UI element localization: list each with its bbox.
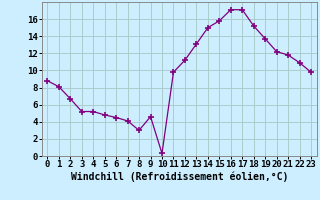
X-axis label: Windchill (Refroidissement éolien,°C): Windchill (Refroidissement éolien,°C) — [70, 172, 288, 182]
